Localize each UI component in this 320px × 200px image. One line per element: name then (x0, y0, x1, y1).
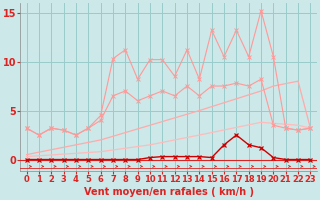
X-axis label: Vent moyen/en rafales ( km/h ): Vent moyen/en rafales ( km/h ) (84, 187, 253, 197)
